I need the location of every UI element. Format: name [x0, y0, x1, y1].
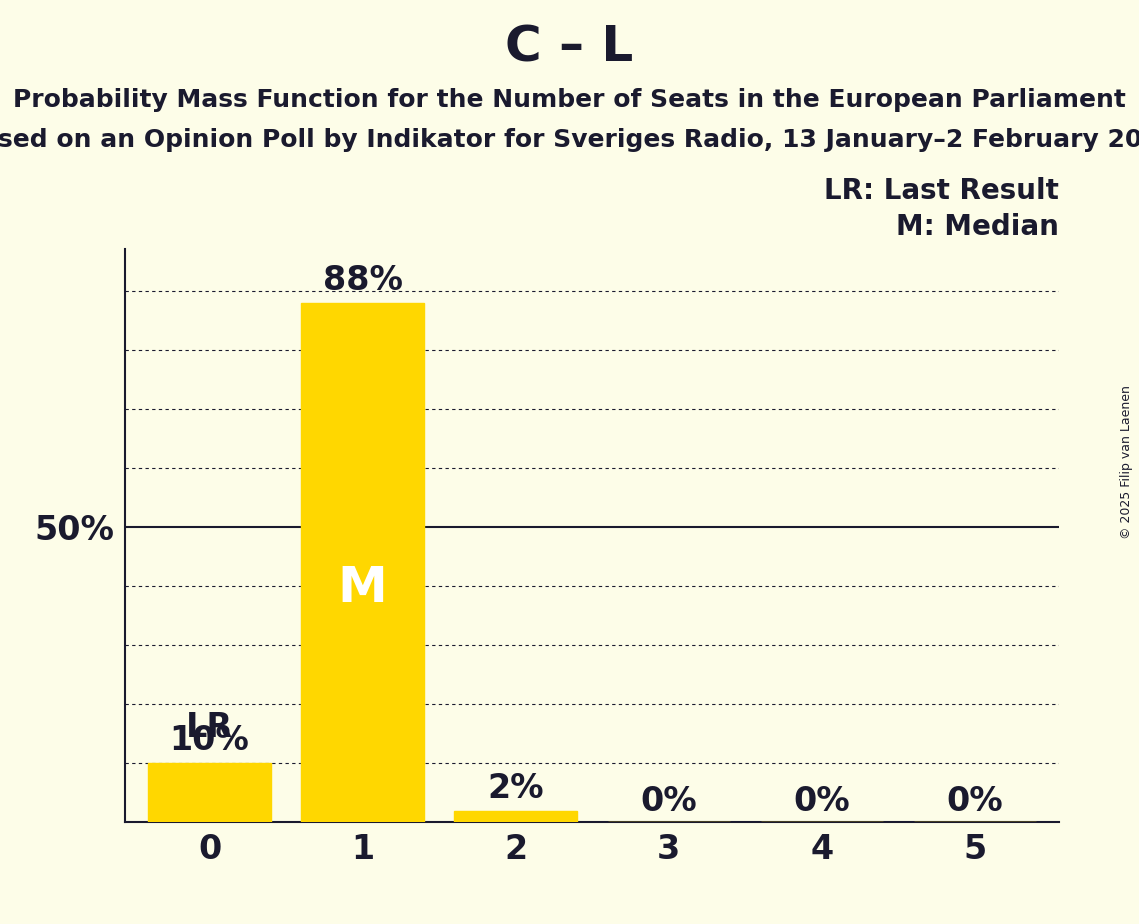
Bar: [148, 763, 271, 822]
Bar: [302, 303, 424, 822]
Text: M: M: [338, 565, 387, 613]
Text: Probability Mass Function for the Number of Seats in the European Parliament: Probability Mass Function for the Number…: [13, 88, 1126, 112]
Text: 2%: 2%: [487, 772, 544, 805]
Text: Based on an Opinion Poll by Indikator for Sveriges Radio, 13 January–2 February : Based on an Opinion Poll by Indikator fo…: [0, 128, 1139, 152]
Bar: [454, 810, 577, 822]
Text: 0%: 0%: [947, 784, 1003, 818]
Text: C – L: C – L: [506, 23, 633, 71]
Text: © 2025 Filip van Laenen: © 2025 Filip van Laenen: [1121, 385, 1133, 539]
Text: LR: Last Result: LR: Last Result: [825, 177, 1059, 205]
Text: 88%: 88%: [322, 263, 402, 297]
Text: 0%: 0%: [640, 784, 697, 818]
Text: LR: LR: [186, 711, 233, 745]
Text: 10%: 10%: [170, 724, 249, 758]
Text: 0%: 0%: [794, 784, 850, 818]
Text: M: Median: M: Median: [896, 213, 1059, 241]
